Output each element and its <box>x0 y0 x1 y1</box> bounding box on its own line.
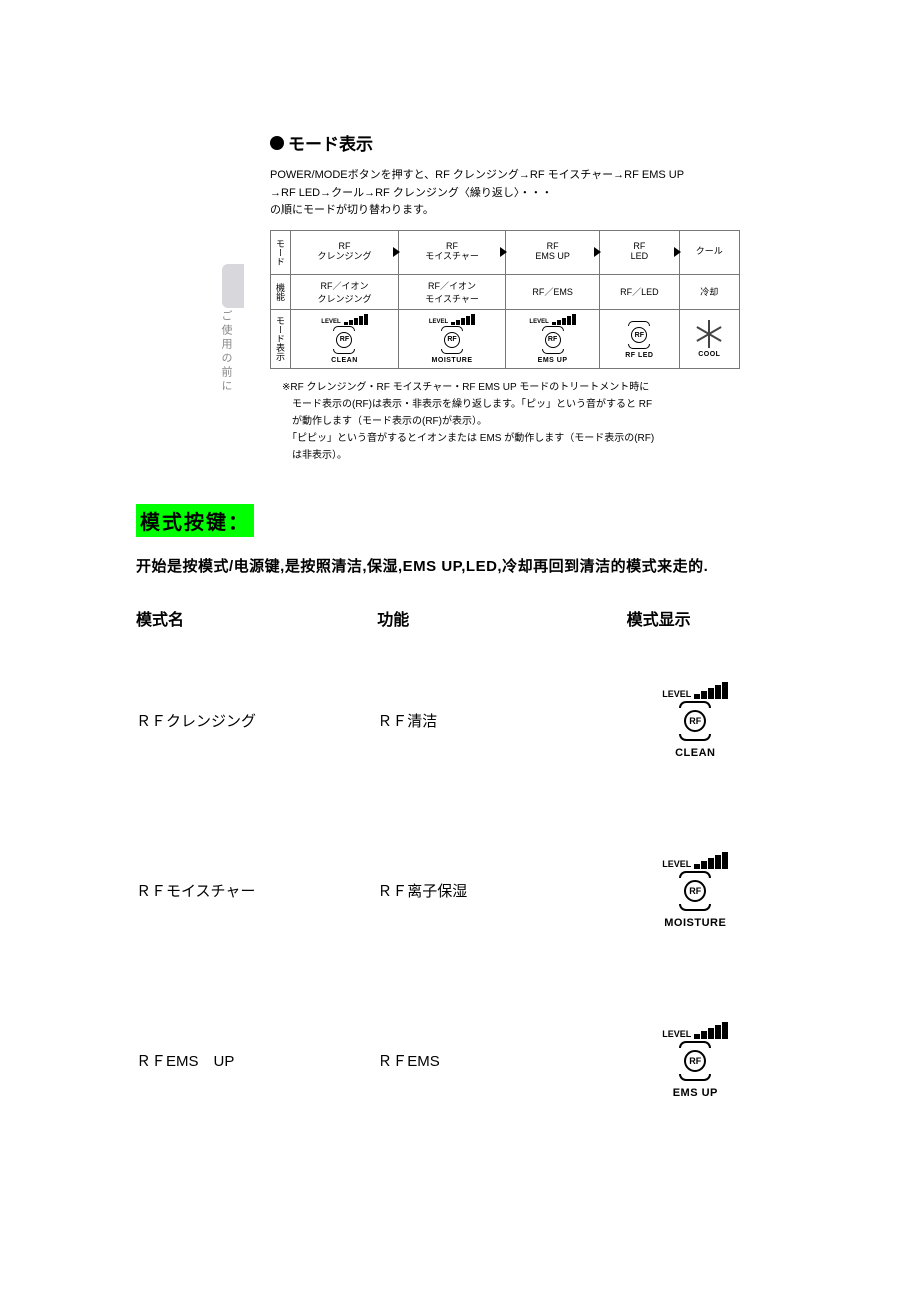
col-header-func: 功能 <box>377 606 596 630</box>
side-tab <box>222 264 244 308</box>
intro-line: →RF LED→クール→RF クレンジング〈繰り返し〉・・・ <box>270 185 740 203</box>
note-line: は非表示）。 <box>282 447 740 464</box>
mode-row: ＲＦモイスチャー ＲＦ离子保湿 LEVEL RF MOISTURE <box>136 806 794 976</box>
mode-icon-moisture: LEVEL RF MOISTURE <box>429 314 475 364</box>
mode-func: ＲＦEMS <box>377 1050 596 1071</box>
function-cell: RF／イオン モイスチャー <box>398 274 505 309</box>
row-header-function: 機能 <box>271 274 291 309</box>
mode-name: ＲＦEMS UP <box>136 1050 377 1071</box>
snowflake-icon <box>695 320 723 348</box>
intro-line: POWER/MODEボタンを押すと、RF クレンジング→RF モイスチャー→RF… <box>270 167 740 185</box>
display-cell: LEVEL RF MOISTURE <box>398 309 505 368</box>
mode-func: ＲＦ清洁 <box>377 710 596 731</box>
function-cell: RF／LED <box>600 274 680 309</box>
mode-icon-clean-large: LEVEL RF CLEAN <box>662 682 728 759</box>
row-header-mode: モード <box>271 230 291 274</box>
mode-icon-emsup-large: LEVEL RF EMS UP <box>662 1022 728 1099</box>
flow-cell: RF モイスチャー <box>398 230 505 274</box>
display-cell: RF RF LED <box>600 309 680 368</box>
mode-row: ＲＦクレンジング ＲＦ清洁 LEVEL RF CLEAN <box>136 636 794 806</box>
display-cell: LEVEL RF CLEAN <box>291 309 399 368</box>
display-cell: COOL <box>679 309 739 368</box>
flow-cell: RF クレンジング <box>291 230 399 274</box>
function-cell: RF／EMS <box>506 274 600 309</box>
mode-row: ＲＦEMS UP ＲＦEMS LEVEL RF EMS UP <box>136 976 794 1146</box>
intro-line: の順にモードが切り替わります。 <box>270 202 740 220</box>
mode-icon-cool: COOL <box>695 320 723 358</box>
heading-bullet <box>270 136 284 150</box>
note-line: が動作します（モード表示の(RF)が表示）。 <box>282 413 740 430</box>
col-header-name: 模式名 <box>136 606 377 630</box>
mode-icon-clean: LEVEL RF CLEAN <box>321 314 367 364</box>
flow-cell: RF LED <box>600 230 680 274</box>
mode-icon-emsup: LEVEL RF EMS UP <box>529 314 575 364</box>
col-header-disp: 模式显示 <box>597 606 794 630</box>
intro-text: POWER/MODEボタンを押すと、RF クレンジング→RF モイスチャー→RF… <box>270 167 740 220</box>
page-heading: モード表示 <box>288 130 373 155</box>
mode-icon-rfled: RF RF LED <box>625 321 653 359</box>
section-label-highlight: 模式按键： <box>136 504 254 537</box>
function-cell: 冷却 <box>679 274 739 309</box>
column-headers: 模式名 功能 模式显示 <box>136 606 794 630</box>
function-cell: RF／イオン クレンジング <box>291 274 399 309</box>
row-header-display: モード表示 <box>271 309 291 368</box>
mode-name: ＲＦモイスチャー <box>136 880 377 901</box>
side-label: ご使用の前に <box>218 310 234 394</box>
flow-cell: クール <box>679 230 739 274</box>
note-line: 「ピピッ」という音がするとイオンまたは EMS が動作します（モード表示の(RF… <box>282 430 740 447</box>
mode-table: モード RF クレンジング RF モイスチャー RF EMS UP <box>270 230 740 369</box>
display-cell: LEVEL RF EMS UP <box>506 309 600 368</box>
mode-name: ＲＦクレンジング <box>136 710 377 731</box>
footnote: ※RF クレンジング・RF モイスチャー・RF EMS UP モードのトリートメ… <box>270 379 740 464</box>
note-line: モード表示の(RF)は表示・非表示を繰り返します。「ピッ」という音がすると RF <box>282 396 740 413</box>
note-line: ※RF クレンジング・RF モイスチャー・RF EMS UP モードのトリートメ… <box>282 379 740 396</box>
mode-icon-moisture-large: LEVEL RF MOISTURE <box>662 852 728 929</box>
mode-func: ＲＦ离子保湿 <box>377 880 596 901</box>
section-description: 开始是按模式/电源键,是按照清洁,保湿,EMS UP,LED,冷却再回到清洁的模… <box>136 555 794 576</box>
flow-cell: RF EMS UP <box>506 230 600 274</box>
